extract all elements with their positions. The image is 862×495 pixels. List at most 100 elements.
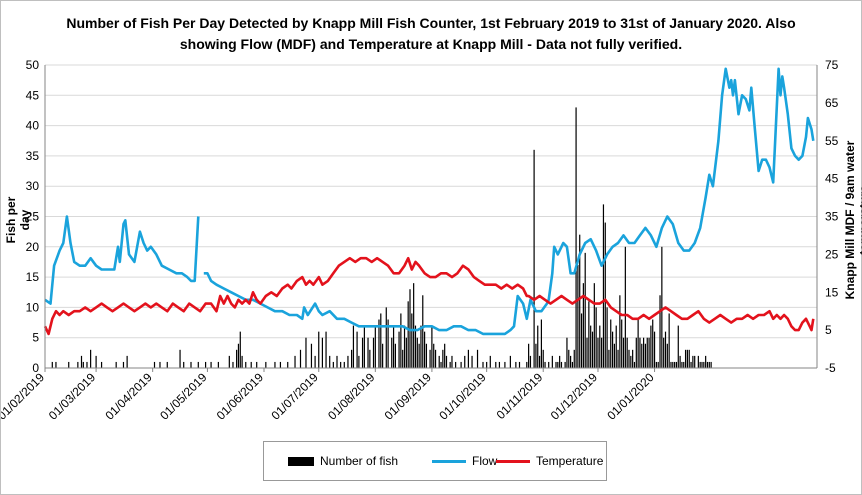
y-tick-left: 50 [26, 58, 40, 72]
fish-bar [433, 343, 435, 368]
fish-bar [686, 349, 688, 368]
fish-bar [624, 246, 626, 368]
y-tick-right: 45 [825, 172, 839, 186]
fish-bar [613, 343, 615, 368]
chart-title: Number of Fish Per Day Detected by Knapp… [66, 15, 796, 52]
fish-bar [608, 349, 610, 368]
fish-bar [675, 361, 678, 368]
fish-bar [279, 361, 282, 368]
fish-bar [646, 337, 648, 368]
fish-bar [498, 361, 501, 368]
fish-bar [584, 252, 586, 368]
fish-bar [597, 337, 599, 368]
fish-bar [351, 349, 353, 368]
fish-bar [591, 331, 594, 368]
fish-bar [679, 355, 681, 368]
fish-bar [420, 325, 422, 368]
fish-bar [568, 349, 570, 368]
fish-bar [672, 361, 674, 368]
fish-bar [352, 325, 355, 368]
fish-bar [471, 355, 473, 368]
y-tick-right: 25 [825, 247, 839, 261]
series-lines [43, 67, 815, 336]
fish-bars [51, 107, 712, 369]
fish-bar [294, 355, 296, 368]
fish-bar [582, 283, 584, 368]
fish-bar [692, 355, 694, 368]
fish-bar [356, 331, 358, 368]
fish-bar [648, 337, 650, 368]
fish-bar [626, 337, 628, 368]
y-tick-left: 25 [26, 210, 40, 224]
fish-bar [392, 325, 395, 368]
fish-bar [509, 355, 511, 368]
fish-bar [637, 319, 639, 368]
fish-bar [653, 331, 656, 368]
x-tick-label: 01/02/2019 [1, 370, 47, 423]
fish-bar [431, 325, 433, 368]
fish-bar [538, 355, 541, 368]
fish-bar [361, 337, 364, 368]
x-tick-label: 01/05/2019 [157, 370, 210, 423]
fish-bar [153, 361, 156, 368]
y-tick-right: 5 [825, 323, 832, 337]
fish-bar [424, 331, 426, 368]
fish-bar [548, 361, 550, 368]
legend-swatch-fish [288, 457, 314, 467]
x-tick-label: 01/04/2019 [102, 370, 155, 423]
fish-bar [217, 361, 219, 368]
x-tick-label: 01/01/2020 [604, 370, 657, 423]
fish-bar [694, 355, 696, 368]
fish-bar [80, 355, 83, 368]
fish-bar [566, 337, 568, 368]
fish-bar [434, 349, 437, 368]
fish-bar [668, 313, 670, 368]
fish-bar [697, 355, 699, 368]
fish-bar [533, 149, 535, 368]
fish-bar [183, 361, 185, 368]
fish-bar [407, 301, 409, 368]
fish-bar [559, 355, 561, 368]
fish-bar [650, 325, 652, 368]
fish-bar [409, 289, 411, 368]
fish-bar [325, 331, 327, 368]
legend-item-fish: Number of fish [288, 454, 398, 468]
fish-bar [367, 337, 369, 368]
fish-bar [628, 349, 630, 368]
x-tick-label: 01/11/2019 [494, 370, 546, 422]
flow-line [44, 67, 815, 336]
fish-bar [542, 349, 544, 368]
fish-bar [256, 361, 258, 368]
fish-bar [455, 361, 457, 368]
fish-bar [425, 343, 428, 368]
fish-bar [358, 355, 360, 368]
fish-bar [684, 349, 687, 368]
fish-bar [126, 355, 128, 368]
fish-bar [580, 313, 583, 368]
y-tick-left: 40 [26, 119, 40, 133]
fish-bar [449, 361, 451, 368]
fish-bar [122, 361, 125, 368]
y-tick-right: 65 [825, 96, 839, 110]
fish-bar [504, 361, 506, 368]
fish-bar [159, 361, 161, 368]
fish-bar [464, 355, 466, 368]
fish-bar [429, 349, 431, 368]
fish-bar [228, 355, 230, 368]
fish-bar [643, 337, 645, 368]
fish-bar [677, 325, 679, 368]
fish-bar [179, 349, 181, 368]
fish-bar [241, 355, 243, 368]
fish-bar [641, 343, 643, 368]
fish-bar [657, 361, 659, 368]
fish-bar [416, 337, 418, 368]
fish-bar [579, 234, 581, 368]
fish-bar [557, 361, 559, 368]
fish-bar [347, 355, 349, 368]
fish-bar [652, 319, 654, 368]
fish-bar [701, 361, 703, 368]
y-tick-left: 20 [26, 240, 40, 254]
fish-bar [90, 349, 92, 368]
